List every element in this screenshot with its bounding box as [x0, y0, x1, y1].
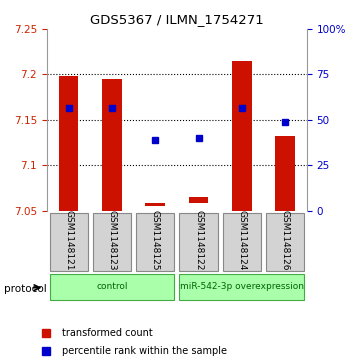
Text: GSM1148126: GSM1148126 — [281, 210, 290, 270]
FancyBboxPatch shape — [266, 213, 304, 271]
Text: GSM1148125: GSM1148125 — [151, 210, 160, 270]
Text: percentile rank within the sample: percentile rank within the sample — [61, 346, 226, 356]
Text: GSM1148123: GSM1148123 — [108, 210, 116, 270]
Bar — [275, 136, 295, 211]
Title: GDS5367 / ILMN_1754271: GDS5367 / ILMN_1754271 — [90, 13, 264, 26]
FancyBboxPatch shape — [49, 274, 174, 300]
Text: GSM1148121: GSM1148121 — [64, 210, 73, 270]
Text: GSM1148124: GSM1148124 — [238, 210, 246, 270]
Text: control: control — [96, 282, 128, 291]
Text: miR-542-3p overexpression: miR-542-3p overexpression — [180, 282, 304, 291]
Text: GSM1148122: GSM1148122 — [194, 210, 203, 270]
FancyBboxPatch shape — [49, 213, 88, 271]
FancyBboxPatch shape — [223, 213, 261, 271]
Bar — [145, 203, 165, 206]
FancyBboxPatch shape — [136, 213, 174, 271]
FancyBboxPatch shape — [179, 274, 304, 300]
Bar — [102, 79, 122, 211]
FancyBboxPatch shape — [179, 213, 218, 271]
Bar — [232, 61, 252, 211]
Text: transformed count: transformed count — [61, 328, 152, 338]
FancyBboxPatch shape — [93, 213, 131, 271]
Bar — [189, 197, 208, 203]
Text: protocol: protocol — [4, 284, 46, 294]
Bar — [59, 76, 78, 211]
